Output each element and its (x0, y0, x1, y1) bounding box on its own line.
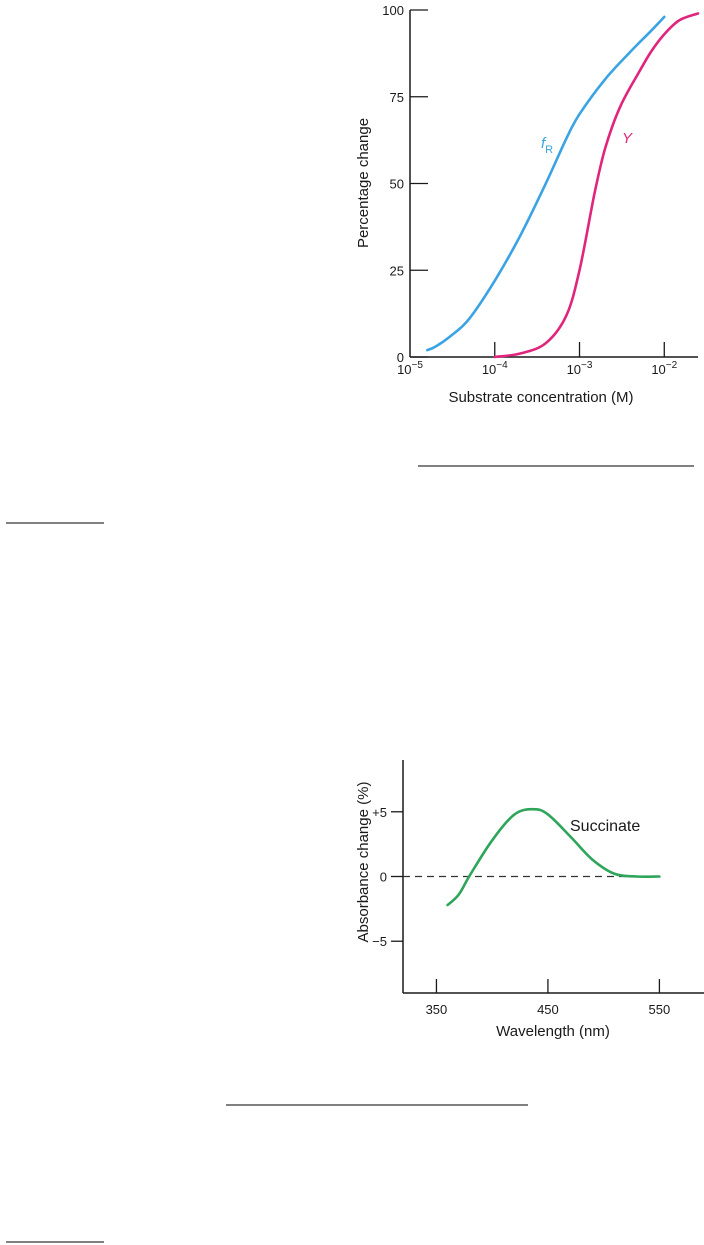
y-tick-label: −5 (372, 934, 387, 949)
series-label-Y: Y (622, 130, 633, 147)
x-tick-label: 10−2 (651, 360, 677, 377)
y-tick-label: 25 (390, 263, 404, 278)
x-tick-label: 550 (649, 1002, 671, 1017)
series-line-fR (426, 15, 666, 352)
series-line-Y (493, 12, 700, 359)
chart-absorbance-wavelength: +5 0 −5 350 450 550 Succinate Absorbance cha… (355, 760, 704, 1040)
chart2-x-axis-label: Wavelength (nm) (496, 1023, 610, 1040)
x-tick-label: 10−4 (482, 360, 508, 377)
y-tick-label: 100 (382, 3, 404, 18)
series-label-succinate: Succinate (570, 818, 640, 835)
series-line-succinate (446, 807, 661, 907)
chart1-y-axis-label: Percentage change (355, 118, 372, 248)
x-tick-label: 350 (426, 1002, 448, 1017)
chart1-x-axis-label: Substrate concentration (M) (448, 389, 633, 406)
y-tick-label: 75 (390, 90, 404, 105)
series-label-fR: fR (541, 135, 553, 156)
x-tick-label: 10−3 (567, 360, 593, 377)
y-tick-label: +5 (372, 805, 387, 820)
chart2-y-axis-label: Absorbance change (%) (355, 782, 372, 943)
y-tick-label: 0 (380, 870, 387, 885)
x-tick-label: 450 (537, 1002, 559, 1017)
x-tick-label: 10−5 (397, 360, 423, 377)
y-tick-label: 50 (390, 177, 404, 192)
y-tick-label: 0 (397, 350, 404, 365)
chart-substrate-percentage: 0 25 50 75 100 10−5 10−4 10−3 10−2 fR Y Percenta… (355, 3, 700, 406)
